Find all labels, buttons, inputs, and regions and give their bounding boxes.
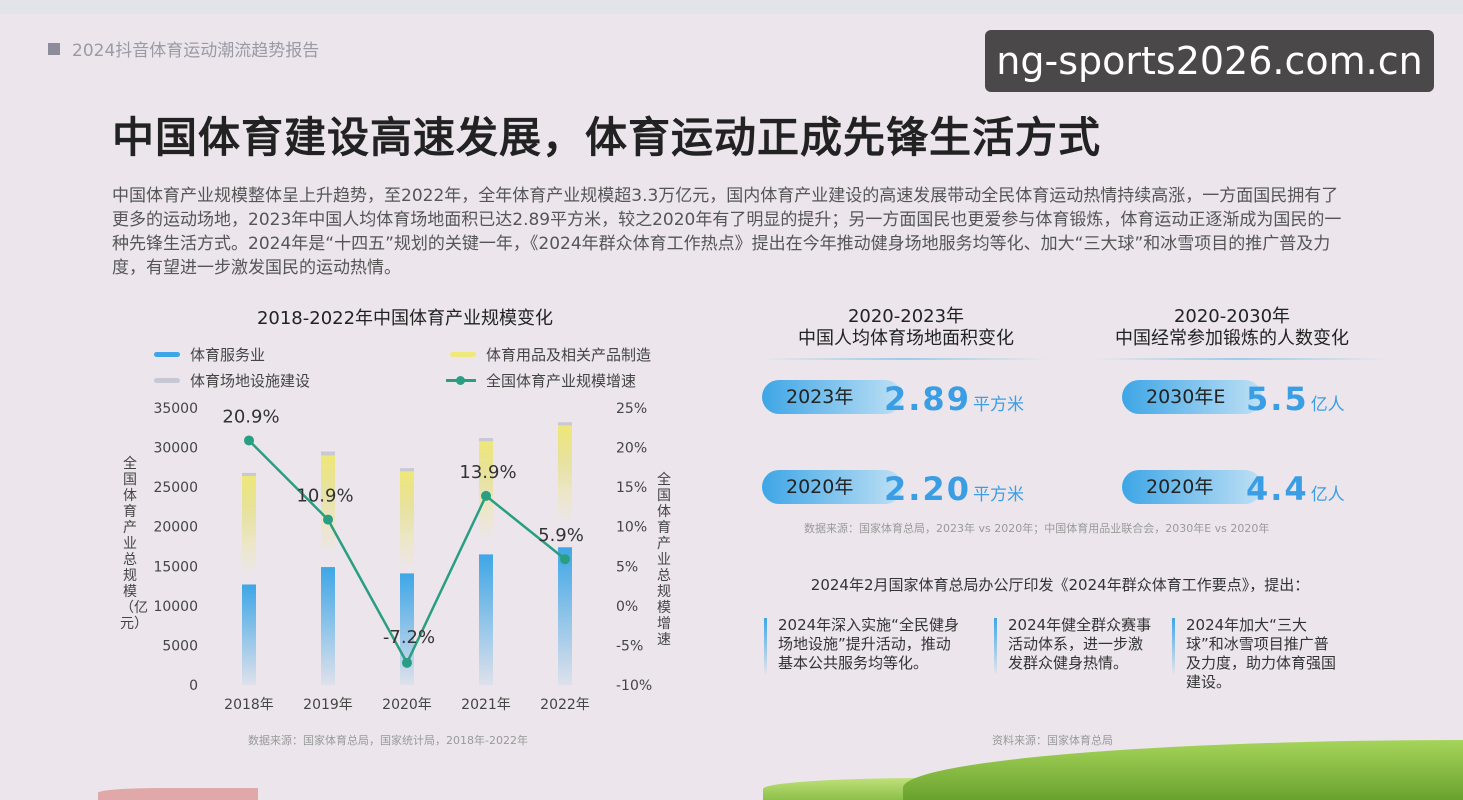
divider (760, 358, 1050, 360)
bar-goods (242, 476, 256, 572)
legend-label: 体育场地设施建设 (190, 372, 311, 390)
notice-card: 2024年深入实施“全民健身场地设施”提升活动，推动基本公共服务均等化。 (764, 616, 964, 676)
notice-source: 资料来源：国家体育总局 (992, 734, 1113, 747)
notice-heading: 2024年2月国家体育总局办公厅印发《2024年群众体育工作要点》，提出： (810, 576, 1310, 594)
bar-service (242, 584, 256, 685)
y2-tick-label: 5% (616, 559, 638, 575)
legend-swatch (154, 378, 180, 383)
bar-service (479, 554, 493, 685)
growth-data-label: -7.2% (383, 627, 435, 648)
bar-goods (400, 471, 414, 567)
y-tick-label: 0 (189, 678, 198, 694)
divider (1090, 358, 1390, 360)
y2-tick-label: 0% (616, 599, 638, 615)
x-tick-label: 2018年 (224, 697, 274, 713)
growth-point (323, 514, 333, 525)
chart-source: 数据来源：国家体育总局，国家统计局，2018年-2022年 (248, 734, 528, 747)
area-stat-title-text: 中国人均体育场地面积变化 (798, 328, 1014, 349)
intro-paragraph: 中国体育产业规模整体呈上升趋势，至2022年，全年体育产业规模超3.3万亿元，国… (112, 186, 1342, 278)
y2-tick-label: 25% (616, 401, 647, 417)
growth-data-label: 5.9% (538, 525, 584, 546)
industry-chart: 0 5000 10000 15000 20000 25000 30000 35000 -10% -… (153, 401, 652, 713)
legend-swatch (450, 352, 476, 357)
stat-number: 5.5 (1246, 380, 1309, 418)
bar-goods (558, 425, 572, 521)
stats-source: 数据来源：国家体育总局，2023年 vs 2020年；中国体育用品业联合会，20… (804, 522, 1270, 535)
area-stat-value: 2.89 平方米 (884, 380, 1024, 418)
y-tick-label: 15000 (153, 559, 198, 575)
y2-tick-label: 15% (616, 480, 647, 496)
legend-swatch (154, 352, 180, 357)
growth-point (402, 657, 412, 668)
notice-card: 2024年健全群众赛事活动体系，进一步激发群众健身热情。 (994, 616, 1152, 676)
legend-item-service: 体育服务业 (154, 344, 265, 365)
watermark: ng-sports2026.com.cn (985, 30, 1434, 92)
exercise-stat-value: 4.4 亿人 (1246, 470, 1345, 508)
y-tick-label: 35000 (153, 401, 198, 417)
legend-label: 体育服务业 (190, 346, 266, 364)
legend-line-swatch (446, 376, 476, 385)
y-tick-label: 25000 (153, 480, 198, 496)
year-pill: 2020年 (762, 470, 902, 504)
stat-number: 2.89 (884, 380, 971, 418)
legend-label: 体育用品及相关产品制造 (486, 346, 652, 364)
bar-service (558, 547, 572, 685)
exercise-stat-title: 2020-2030年 中国经常参加锻炼的人数变化 (1072, 306, 1392, 350)
x-tick-label: 2020年 (382, 697, 432, 713)
stat-unit: 平方米 (972, 395, 1024, 415)
y2-tick-label: -10% (616, 678, 652, 694)
bar-service (321, 567, 335, 685)
area-stat-title-years: 2020-2023年 (847, 306, 965, 327)
year-pill: 2030年E (1122, 380, 1262, 414)
stat-number: 2.20 (884, 470, 971, 508)
growth-data-label: 13.9% (459, 462, 516, 483)
top-bar (0, 0, 1463, 14)
y2-tick-label: 20% (616, 441, 647, 457)
area-stat-title: 2020-2023年 中国人均体育场地面积变化 (746, 306, 1066, 350)
bar-goods (479, 441, 493, 537)
legend-label: 全国体育产业规模增速 (486, 372, 637, 390)
y-tick-label: 20000 (153, 520, 198, 536)
x-tick-label: 2019年 (303, 697, 353, 713)
stat-number: 4.4 (1246, 470, 1309, 508)
area-stat-value: 2.20 平方米 (884, 470, 1024, 508)
growth-point (560, 554, 570, 565)
exercise-stat-title-text: 中国经常参加锻炼的人数变化 (1115, 328, 1349, 349)
growth-point (244, 435, 254, 446)
y-tick-label: 5000 (162, 638, 198, 654)
report-label: 2024抖音体育运动潮流趋势报告 (72, 41, 320, 61)
growth-data-label: 10.9% (296, 486, 353, 507)
y-tick-label: 30000 (153, 441, 198, 457)
year-pill: 2020年 (1122, 470, 1262, 504)
exercise-stat-title-years: 2020-2030年 (1173, 306, 1291, 327)
y2-tick-label: 10% (616, 520, 647, 536)
growth-point (481, 490, 491, 501)
report-header: 2024抖音体育运动潮流趋势报告 (48, 36, 319, 61)
decor-hill (903, 740, 1463, 800)
chart-title: 2018-2022年中国体育产业规模变化 (256, 308, 554, 329)
year-pill: 2023年 (762, 380, 902, 414)
legend-item-facility: 体育场地设施建设 (154, 370, 310, 391)
x-tick-label: 2022年 (540, 697, 590, 713)
y2-tick-label: -5% (616, 638, 643, 654)
page-title: 中国体育建设高速发展，体育运动正成先锋生活方式 (112, 113, 1102, 162)
x-tick-label: 2021年 (461, 697, 511, 713)
notice-card: 2024年加大“三大球”和冰雪项目推广普及力度，助力体育强国建设。 (1172, 616, 1342, 692)
stat-unit: 平方米 (972, 485, 1024, 505)
legend-item-growth: 全国体育产业规模增速 (446, 370, 636, 391)
stat-unit: 亿人 (1310, 395, 1345, 415)
legend-item-goods: 体育用品及相关产品制造 (450, 344, 651, 365)
stat-unit: 亿人 (1310, 485, 1345, 505)
header-square-icon (48, 42, 60, 55)
y-tick-label: 10000 (153, 599, 198, 615)
decor-rock (98, 788, 258, 800)
exercise-stat-value: 5.5 亿人 (1246, 380, 1345, 418)
y2-axis-label: 全国体育产业总规模增速 (657, 472, 671, 648)
growth-data-label: 20.9% (222, 406, 279, 427)
